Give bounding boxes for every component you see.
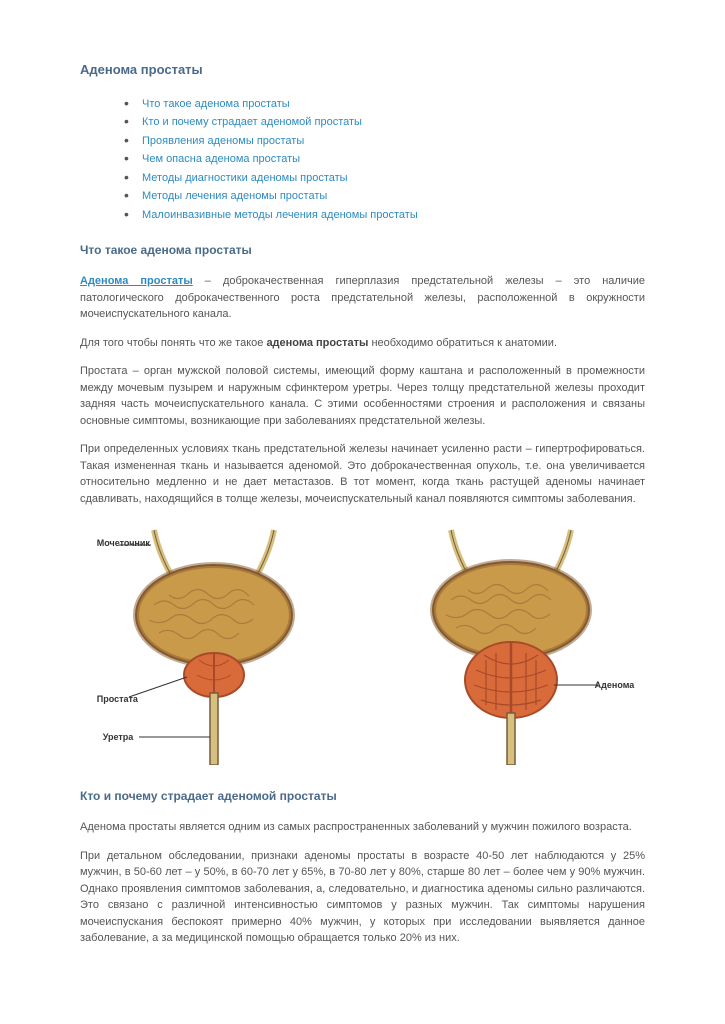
toc-item: Методы диагностики аденомы простаты — [124, 170, 645, 187]
section1-heading: Что такое аденома простаты — [80, 241, 645, 259]
label-urethra: Уретра — [103, 731, 134, 745]
section1-p1: Аденома простаты – доброкачественная гип… — [80, 273, 645, 323]
section1-p3: Простата – орган мужской половой системы… — [80, 363, 645, 429]
toc-item: Методы лечения аденомы простаты — [124, 188, 645, 205]
toc-item: Малоинвазивные методы лечения аденомы пр… — [124, 207, 645, 224]
toc-list: Что такое аденома простаты Кто и почему … — [80, 96, 645, 224]
toc-link[interactable]: Методы диагностики аденомы простаты — [142, 172, 348, 184]
p2-a: Для того чтобы понять что же такое — [80, 337, 266, 349]
toc-item: Проявления аденомы простаты — [124, 133, 645, 150]
toc-item: Чем опасна аденома простаты — [124, 151, 645, 168]
section2-heading: Кто и почему страдает аденомой простаты — [80, 787, 645, 805]
page-title: Аденома простаты — [80, 60, 645, 80]
toc-link[interactable]: Кто и почему страдает аденомой простаты — [142, 116, 362, 128]
p2-b: необходимо обратиться к анатомии. — [368, 337, 557, 349]
toc-link[interactable]: Что такое аденома простаты — [142, 98, 290, 110]
section1-p2: Для того чтобы понять что же такое адено… — [80, 335, 645, 352]
label-ureter: Мочеточник — [97, 537, 150, 551]
section2-p1: Аденома простаты является одним из самых… — [80, 819, 645, 836]
toc-item: Кто и почему страдает аденомой простаты — [124, 114, 645, 131]
toc-item: Что такое аденома простаты — [124, 96, 645, 113]
section1-p4: При определенных условиях ткань предстат… — [80, 441, 645, 507]
diagram-adenoma: Аденома — [396, 525, 626, 765]
label-prostate: Простата — [97, 693, 138, 707]
section2-p2: При детальном обследовании, признаки аде… — [80, 848, 645, 947]
toc-link[interactable]: Проявления аденомы простаты — [142, 135, 304, 147]
diagram-row: Мочеточник Простата Уретра — [80, 525, 645, 765]
diagram-normal: Мочеточник Простата Уретра — [99, 525, 329, 765]
term-link[interactable]: Аденома простаты — [80, 275, 193, 287]
p2-bold: аденома простаты — [266, 337, 368, 349]
label-adenoma: Аденома — [595, 679, 635, 693]
toc-link[interactable]: Малоинвазивные методы лечения аденомы пр… — [142, 209, 418, 221]
toc-link[interactable]: Чем опасна аденома простаты — [142, 153, 300, 165]
toc-link[interactable]: Методы лечения аденомы простаты — [142, 190, 327, 202]
